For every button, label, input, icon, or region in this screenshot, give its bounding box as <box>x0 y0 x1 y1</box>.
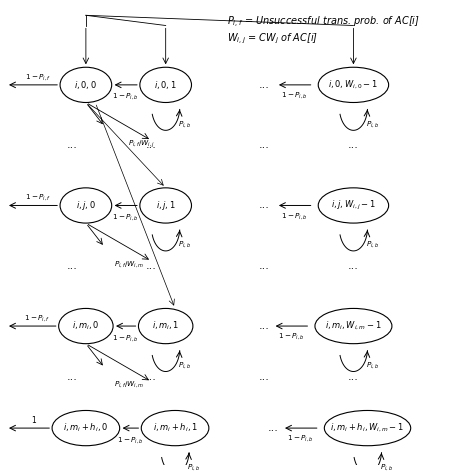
Text: $P_{i,f}/W_{i,m}$: $P_{i,f}/W_{i,m}$ <box>114 259 145 269</box>
Ellipse shape <box>52 410 119 446</box>
Text: $1 - P_{i,b}$: $1 - P_{i,b}$ <box>282 90 308 100</box>
Text: $1-P_{i,f}$: $1-P_{i,f}$ <box>25 192 52 202</box>
Text: $P_{i,b}$: $P_{i,b}$ <box>178 118 191 129</box>
Text: $P_{i,f}$ = Unsuccessful trans. prob. of AC[$i$]: $P_{i,f}$ = Unsuccessful trans. prob. of… <box>227 15 419 30</box>
Text: ...: ... <box>259 201 270 210</box>
Text: $1 - P_{i,b}$: $1 - P_{i,b}$ <box>117 435 144 445</box>
Text: $i, j, 1$: $i, j, 1$ <box>156 199 175 212</box>
Text: $1 - P_{i,b}$: $1 - P_{i,b}$ <box>278 331 305 341</box>
Text: ...: ... <box>146 372 157 382</box>
Text: $i,0,0$: $i,0,0$ <box>74 79 97 91</box>
Text: ...: ... <box>146 140 157 150</box>
Text: $P_{i,b}$: $P_{i,b}$ <box>187 462 201 472</box>
Text: $i, m_i, W_{i,m} - 1$: $i, m_i, W_{i,m} - 1$ <box>325 320 382 332</box>
Text: ...: ... <box>348 372 359 382</box>
Text: $1-P_{i,f}$: $1-P_{i,f}$ <box>25 72 52 82</box>
Text: $i, m_i + h_i, 1$: $i, m_i + h_i, 1$ <box>153 422 198 434</box>
Text: $1 - P_{i,b}$: $1 - P_{i,b}$ <box>112 333 139 343</box>
Ellipse shape <box>318 67 389 102</box>
Ellipse shape <box>59 309 113 344</box>
Text: $1 - P_{i,b}$: $1 - P_{i,b}$ <box>112 91 139 101</box>
Text: $P_{i,b}$: $P_{i,b}$ <box>365 239 379 249</box>
Text: ...: ... <box>348 261 359 271</box>
Ellipse shape <box>141 410 209 446</box>
Text: ...: ... <box>259 321 270 331</box>
Text: ...: ... <box>259 372 270 382</box>
Text: ...: ... <box>66 261 77 271</box>
Text: ...: ... <box>259 140 270 150</box>
Text: ...: ... <box>146 261 157 271</box>
Text: ...: ... <box>268 423 279 433</box>
Ellipse shape <box>324 410 410 446</box>
Ellipse shape <box>60 67 112 102</box>
Text: $i, m_i + h_i, W_{i,m} - 1$: $i, m_i + h_i, W_{i,m} - 1$ <box>330 422 405 434</box>
Text: $P_{i,f}/W_{i,m}$: $P_{i,f}/W_{i,m}$ <box>114 379 145 389</box>
Text: ...: ... <box>66 140 77 150</box>
Text: $P_{i,b}$: $P_{i,b}$ <box>380 462 393 472</box>
Text: $1$: $1$ <box>31 414 36 425</box>
Text: $i, 0, 1$: $i, 0, 1$ <box>155 79 177 91</box>
Text: $1 - P_{i,b}$: $1 - P_{i,b}$ <box>287 433 314 443</box>
Text: ...: ... <box>259 261 270 271</box>
Text: ...: ... <box>259 80 270 90</box>
Ellipse shape <box>60 188 112 223</box>
Text: $P_{i,f}/W_{i,j}$: $P_{i,f}/W_{i,j}$ <box>128 138 155 150</box>
Text: $i, j, 0$: $i, j, 0$ <box>76 199 96 212</box>
Text: $i, m_i, 1$: $i, m_i, 1$ <box>152 320 180 332</box>
Text: $P_{i,b}$: $P_{i,b}$ <box>178 239 191 249</box>
Text: $P_{i,b}$: $P_{i,b}$ <box>365 360 379 370</box>
Text: $1 - P_{i,b}$: $1 - P_{i,b}$ <box>282 210 308 221</box>
Text: ...: ... <box>348 140 359 150</box>
Text: $W_{i,j}$ = CW$_j$ of AC[$i$]: $W_{i,j}$ = CW$_j$ of AC[$i$] <box>227 32 318 46</box>
Ellipse shape <box>318 188 389 223</box>
Text: ...: ... <box>66 372 77 382</box>
Ellipse shape <box>140 188 191 223</box>
Text: $1 - P_{i,b}$: $1 - P_{i,b}$ <box>112 212 139 222</box>
Ellipse shape <box>138 309 193 344</box>
Text: $1-P_{i,f}$: $1-P_{i,f}$ <box>25 313 51 323</box>
Text: $i, j, W_{i,j} - 1$: $i, j, W_{i,j} - 1$ <box>331 199 376 212</box>
Text: $i, m_i + h_i, 0$: $i, m_i + h_i, 0$ <box>64 422 109 434</box>
Text: $P_{i,b}$: $P_{i,b}$ <box>365 118 379 129</box>
Ellipse shape <box>315 309 392 344</box>
Ellipse shape <box>140 67 191 102</box>
Text: $P_{i,b}$: $P_{i,b}$ <box>178 360 191 370</box>
Text: $i,0, W_{i,0} - 1$: $i,0, W_{i,0} - 1$ <box>328 79 378 91</box>
Text: $i, m_i, 0$: $i, m_i, 0$ <box>72 320 100 332</box>
